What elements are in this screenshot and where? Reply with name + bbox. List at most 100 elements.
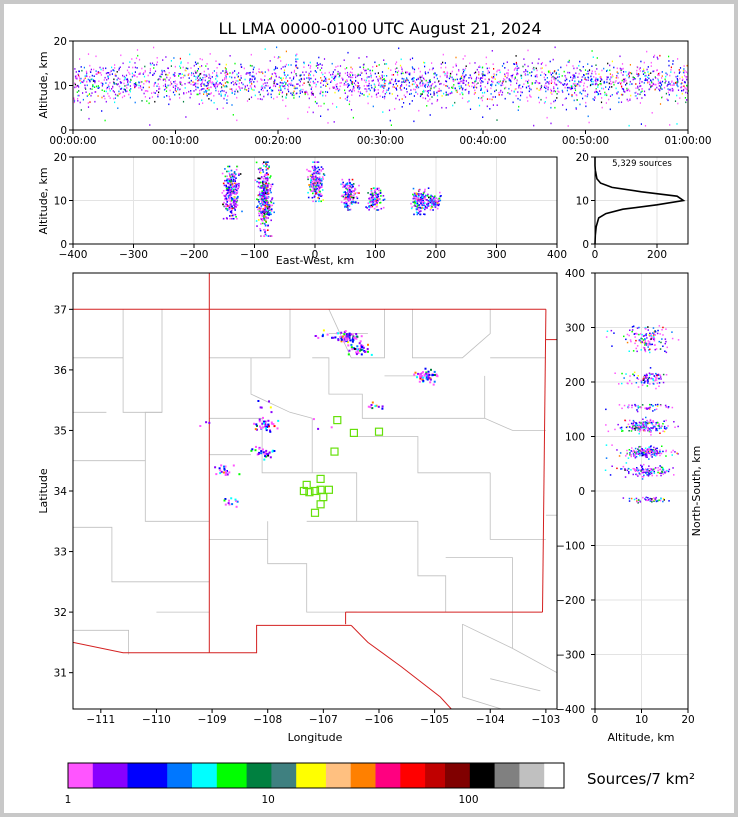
source-mark: [271, 450, 274, 453]
source-mark: [391, 93, 393, 95]
source-mark: [365, 69, 367, 72]
source-mark: [611, 76, 613, 79]
source-mark: [487, 70, 489, 72]
source-mark: [87, 78, 89, 81]
source-mark: [163, 70, 165, 72]
source-mark: [212, 72, 214, 74]
source-mark: [359, 87, 361, 89]
source-mark: [631, 382, 633, 385]
source-mark: [241, 87, 243, 89]
source-mark: [78, 70, 80, 73]
source-mark: [175, 85, 178, 87]
source-mark: [79, 101, 81, 104]
source-mark: [230, 183, 232, 185]
source-mark: [445, 85, 447, 87]
source-mark: [325, 85, 327, 87]
source-mark: [279, 56, 281, 59]
source-mark: [167, 67, 169, 69]
source-mark: [644, 94, 646, 97]
source-mark: [418, 380, 421, 383]
histogram-x-tick-label: 0: [592, 249, 599, 261]
source-mark: [276, 427, 279, 430]
source-mark: [254, 179, 257, 181]
source-mark: [109, 71, 111, 74]
source-mark: [374, 89, 377, 91]
source-mark: [166, 95, 168, 97]
source-mark: [587, 63, 589, 65]
source-mark: [630, 450, 632, 452]
source-mark: [516, 72, 518, 74]
source-mark: [558, 73, 560, 76]
source-mark: [251, 78, 253, 81]
source-mark: [674, 426, 676, 428]
source-mark: [217, 75, 219, 78]
source-mark: [266, 186, 269, 188]
source-mark: [620, 93, 623, 96]
source-mark: [611, 74, 613, 76]
source-mark: [89, 101, 91, 103]
source-mark: [224, 175, 227, 178]
source-mark: [316, 187, 318, 190]
source-mark: [658, 340, 660, 343]
source-mark: [473, 93, 475, 95]
source-mark: [203, 70, 205, 73]
source-mark: [82, 81, 84, 84]
source-mark: [592, 80, 594, 83]
source-mark: [193, 90, 195, 92]
source-mark: [151, 96, 153, 98]
source-mark: [272, 89, 274, 92]
source-mark: [135, 82, 137, 84]
source-mark: [227, 186, 230, 189]
source-mark: [200, 83, 202, 86]
source-mark: [599, 83, 601, 85]
source-mark: [263, 199, 265, 201]
source-mark: [653, 337, 655, 339]
source-mark: [464, 75, 466, 78]
source-mark: [426, 195, 429, 197]
source-mark: [380, 84, 382, 87]
source-mark: [579, 103, 581, 106]
source-mark: [352, 335, 355, 338]
source-mark: [430, 194, 432, 197]
source-mark: [426, 199, 428, 201]
source-mark: [395, 70, 397, 73]
source-mark: [381, 407, 384, 410]
source-mark: [447, 94, 449, 96]
source-mark: [354, 192, 356, 195]
source-mark: [368, 206, 370, 209]
source-mark: [185, 92, 188, 94]
source-mark: [374, 193, 376, 196]
source-mark: [471, 85, 473, 88]
source-mark: [424, 206, 427, 209]
time-height-sources: [73, 46, 689, 127]
source-mark: [283, 71, 285, 74]
source-mark: [214, 466, 217, 469]
source-mark: [395, 87, 397, 90]
source-mark: [506, 72, 508, 74]
source-mark: [264, 420, 267, 423]
source-mark: [650, 430, 652, 432]
source-mark: [346, 201, 348, 204]
source-mark: [382, 91, 384, 93]
source-mark: [280, 88, 282, 90]
source-mark: [350, 194, 353, 196]
source-mark: [508, 87, 510, 90]
source-mark: [342, 79, 344, 81]
source-mark: [635, 382, 638, 384]
source-mark: [552, 75, 554, 78]
source-mark: [267, 192, 269, 195]
source-mark: [178, 73, 180, 75]
source-mark: [236, 165, 238, 168]
source-mark: [330, 81, 332, 83]
source-mark: [264, 191, 266, 193]
source-mark: [422, 192, 425, 195]
source-mark: [411, 78, 414, 80]
source-mark: [462, 72, 464, 75]
source-mark: [423, 91, 425, 93]
source-mark: [228, 499, 230, 502]
source-mark: [403, 94, 405, 97]
source-mark: [436, 99, 439, 101]
source-mark: [378, 192, 380, 195]
source-mark: [635, 427, 638, 429]
source-mark: [588, 70, 590, 73]
